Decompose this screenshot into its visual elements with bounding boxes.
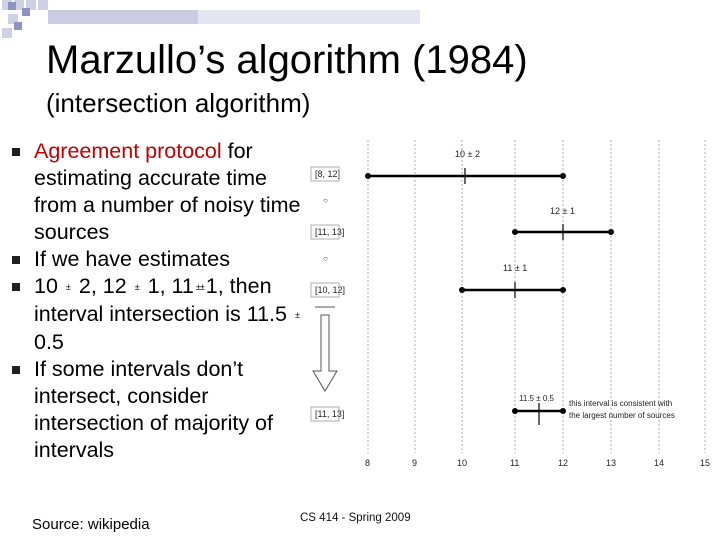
bullet-item: 10 ±2, 12 ±1, 11 ±±1, then interval interse… (10, 273, 310, 356)
interval-diagram: 10 ± 2 [8, 12] ○ 12 ± 1 [11, 13] ○ 11 ± … (310, 140, 710, 468)
bullet-item: If some intervals don’t intersect, consi… (10, 356, 310, 464)
bullet-text: If some intervals don’t intersect, consi… (34, 356, 273, 462)
bullet-square-icon (12, 256, 20, 264)
plus-minus-icon: ±± (195, 281, 205, 292)
bullet-text: 0.5 (34, 329, 64, 354)
bullet-text: 1, then interval intersection is 11.5 (34, 274, 287, 326)
axis-tick-label: 15 (700, 458, 710, 468)
axis-tick-label: 10 (457, 458, 467, 468)
bullet-text: 10 (34, 274, 58, 298)
axis-tick-label: 14 (654, 458, 664, 468)
bullet-text: 1, 11 (147, 274, 194, 298)
source-note: Source: wikipedia (32, 516, 150, 533)
slide-footer: CS 414 - Spring 2009 (300, 512, 411, 524)
plus-minus-icon: ± (134, 281, 140, 292)
diagram-note: this interval is consistent with (569, 399, 672, 408)
bullet-text: for estimating accurate time from a numb… (34, 139, 301, 244)
bullet-text: 2, 12 (78, 274, 127, 298)
interval-label: [11, 13] (315, 409, 344, 419)
estimate-label: 11.5 ± 0.5 (519, 394, 554, 403)
estimate-label: 12 ± 1 (550, 206, 575, 216)
plus-minus-icon: ± (294, 309, 300, 320)
axis-tick-label: 11 (510, 458, 519, 468)
slide-subtitle: (intersection algorithm) (46, 88, 311, 118)
axis-ticks: 8 9 10 11 12 13 14 15 (365, 458, 710, 468)
interval-label: [8, 12] (315, 169, 340, 179)
estimate-label: 10 ± 2 (455, 149, 480, 159)
interval-label: [10, 12] (315, 285, 345, 295)
interval-label: [11, 13] (315, 227, 344, 237)
axis-tick-label: 12 (558, 458, 568, 468)
axis-tick-label: 8 (365, 458, 370, 468)
down-arrow-icon (312, 306, 338, 392)
bullet-item: If we have estimates (10, 246, 310, 273)
axis-tick-label: 13 (606, 458, 616, 468)
svg-text:○: ○ (323, 254, 328, 263)
svg-text:○: ○ (323, 196, 328, 205)
bullet-text: If we have estimates (34, 247, 230, 271)
bullet-item: Agreement protocol for estimating accura… (10, 138, 310, 246)
diagram-note: the largest number of sources (569, 411, 675, 420)
bullet-square-icon (12, 365, 20, 374)
highlighted-term: Agreement protocol (34, 139, 222, 163)
slide-title: Marzullo’s algorithm (1984) (46, 38, 528, 82)
corner-decoration (2, 0, 420, 38)
plus-minus-icon: ± (65, 281, 71, 292)
bullet-square-icon (12, 283, 20, 291)
bullet-square-icon (12, 148, 20, 156)
bullet-list: Agreement protocol for estimating accura… (10, 138, 310, 464)
estimate-label: 11 ± 1 (503, 263, 527, 273)
axis-tick-label: 9 (412, 458, 417, 468)
